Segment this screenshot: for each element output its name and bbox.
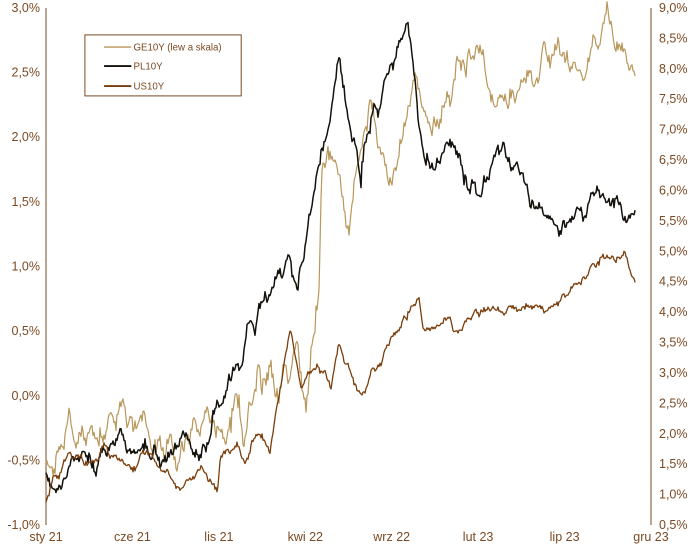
svg-text:5,0%: 5,0% [659, 244, 688, 258]
svg-text:1,5%: 1,5% [659, 457, 688, 471]
svg-text:2,5%: 2,5% [659, 396, 688, 410]
svg-text:cze 21: cze 21 [114, 530, 151, 544]
svg-text:US10Y: US10Y [134, 82, 165, 93]
svg-text:1,5%: 1,5% [12, 195, 41, 209]
svg-text:wrz 22: wrz 22 [372, 530, 410, 544]
svg-text:8,5%: 8,5% [659, 31, 688, 45]
svg-text:6,5%: 6,5% [659, 153, 688, 167]
svg-text:3,5%: 3,5% [659, 336, 688, 350]
svg-text:-0,5%: -0,5% [7, 453, 40, 467]
svg-text:1,0%: 1,0% [659, 488, 688, 502]
svg-text:0,5%: 0,5% [12, 324, 41, 338]
svg-text:1,0%: 1,0% [12, 260, 41, 274]
svg-text:sty 21: sty 21 [29, 530, 62, 544]
svg-text:9,0%: 9,0% [659, 1, 688, 15]
svg-text:5,5%: 5,5% [659, 214, 688, 228]
svg-text:7,5%: 7,5% [659, 92, 688, 106]
svg-text:2,0%: 2,0% [659, 427, 688, 441]
svg-text:4,0%: 4,0% [659, 305, 688, 319]
svg-text:7,0%: 7,0% [659, 123, 688, 137]
svg-text:8,0%: 8,0% [659, 62, 688, 76]
svg-text:2,5%: 2,5% [12, 66, 41, 80]
svg-text:PL10Y: PL10Y [134, 62, 164, 73]
svg-text:lut 23: lut 23 [463, 530, 494, 544]
svg-text:kwi 22: kwi 22 [288, 530, 323, 544]
svg-text:GE10Y (lew a skala): GE10Y (lew a skala) [134, 43, 222, 54]
svg-text:2,0%: 2,0% [12, 130, 41, 144]
svg-text:6,0%: 6,0% [659, 184, 688, 198]
svg-text:3,0%: 3,0% [659, 366, 688, 380]
svg-text:gru 23: gru 23 [633, 530, 668, 544]
svg-text:lis 21: lis 21 [204, 530, 233, 544]
svg-text:lip 23: lip 23 [550, 530, 580, 544]
svg-text:4,5%: 4,5% [659, 275, 688, 289]
svg-text:0,0%: 0,0% [12, 389, 41, 403]
svg-text:3,0%: 3,0% [12, 1, 41, 15]
